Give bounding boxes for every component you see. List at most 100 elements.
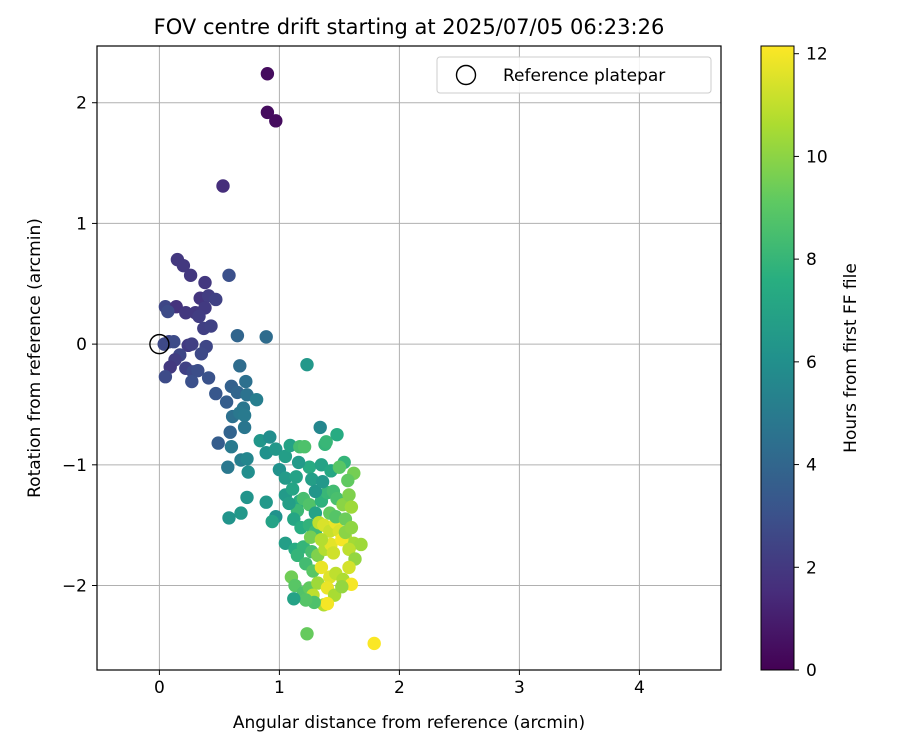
data-point bbox=[354, 537, 368, 552]
data-point bbox=[224, 440, 239, 454]
data-point bbox=[342, 488, 356, 502]
data-point bbox=[300, 627, 314, 641]
data-point bbox=[201, 371, 216, 385]
data-point bbox=[183, 268, 198, 283]
plot-frame bbox=[96, 45, 722, 671]
colorbar-tick-label: 12 bbox=[806, 45, 828, 65]
data-point bbox=[230, 328, 245, 343]
colorbar-tick-label: 6 bbox=[806, 353, 817, 373]
x-axis-ticks: 0 1 2 3 4 bbox=[154, 670, 645, 698]
data-point bbox=[222, 268, 236, 283]
data-point bbox=[194, 347, 209, 361]
colorbar-tick-label: 2 bbox=[806, 558, 817, 578]
legend-label: Reference platepar bbox=[503, 66, 665, 86]
data-point bbox=[289, 470, 303, 484]
data-point bbox=[326, 546, 341, 560]
legend-box bbox=[436, 56, 712, 94]
colorbar: 0 2 4 6 8 10 12 Hours from first FF file bbox=[760, 45, 861, 681]
data-point bbox=[308, 484, 323, 499]
y-tick-label: 2 bbox=[76, 94, 87, 114]
grid bbox=[97, 46, 721, 670]
data-point bbox=[249, 392, 264, 407]
data-point bbox=[198, 275, 212, 290]
y-tick-label: 1 bbox=[76, 214, 87, 234]
data-point bbox=[237, 420, 252, 435]
data-point bbox=[335, 580, 349, 594]
data-point bbox=[299, 593, 313, 607]
data-point bbox=[259, 495, 273, 509]
data-point bbox=[342, 542, 356, 557]
data-point bbox=[300, 357, 314, 372]
data-point bbox=[344, 500, 359, 514]
y-tick-label: 0 bbox=[76, 335, 87, 355]
reference-point-icon bbox=[149, 333, 170, 355]
data-points bbox=[157, 67, 381, 651]
data-point bbox=[330, 427, 344, 442]
data-point bbox=[222, 511, 236, 525]
data-point bbox=[314, 560, 329, 575]
data-point bbox=[179, 306, 193, 320]
data-point bbox=[223, 425, 237, 439]
data-point bbox=[278, 449, 293, 464]
data-point bbox=[209, 292, 223, 307]
colorbar-gradient bbox=[760, 45, 795, 671]
data-point bbox=[297, 440, 312, 454]
data-point bbox=[332, 460, 347, 474]
data-point bbox=[259, 330, 273, 344]
legend: Reference platepar bbox=[436, 56, 712, 94]
data-point bbox=[209, 386, 223, 401]
y-tick-label: −2 bbox=[62, 577, 87, 597]
reference-marker bbox=[149, 333, 170, 355]
data-point bbox=[185, 337, 199, 351]
data-point bbox=[269, 442, 283, 456]
data-point bbox=[157, 337, 171, 351]
data-point bbox=[176, 258, 191, 273]
data-point bbox=[314, 532, 329, 547]
data-point bbox=[239, 374, 253, 389]
y-axis-ticks: −2 −1 0 1 2 bbox=[62, 94, 97, 597]
data-point bbox=[285, 482, 300, 496]
data-point bbox=[341, 473, 355, 488]
y-axis-label: Rotation from reference (arcmin) bbox=[25, 218, 45, 498]
data-point bbox=[313, 420, 327, 435]
colorbar-tick-label: 8 bbox=[806, 250, 817, 270]
colorbar-tick-label: 4 bbox=[806, 456, 817, 476]
data-point bbox=[191, 363, 205, 378]
data-point bbox=[287, 592, 301, 606]
data-point bbox=[158, 370, 173, 384]
data-point bbox=[265, 514, 279, 529]
data-point bbox=[237, 408, 252, 423]
x-tick-label: 0 bbox=[154, 678, 165, 698]
colorbar-tick-label: 10 bbox=[806, 147, 828, 167]
data-point bbox=[161, 304, 175, 319]
data-point bbox=[342, 560, 356, 575]
data-point bbox=[221, 460, 235, 474]
data-point bbox=[314, 458, 329, 472]
data-point bbox=[305, 472, 319, 486]
colorbar-ticks: 0 2 4 6 8 10 12 bbox=[794, 45, 828, 681]
data-point bbox=[240, 490, 254, 505]
data-point bbox=[303, 530, 318, 544]
legend-marker-icon bbox=[455, 64, 477, 86]
data-point bbox=[260, 67, 275, 81]
x-tick-label: 2 bbox=[394, 678, 405, 698]
data-point bbox=[216, 179, 230, 193]
data-point bbox=[185, 374, 199, 389]
x-tick-label: 4 bbox=[634, 678, 645, 698]
data-point bbox=[278, 536, 293, 550]
data-point bbox=[282, 496, 296, 511]
x-axis-label: Angular distance from reference (arcmin) bbox=[233, 713, 585, 733]
data-point bbox=[240, 452, 254, 466]
data-point bbox=[367, 636, 381, 651]
data-point bbox=[319, 435, 333, 449]
data-point bbox=[241, 465, 255, 479]
data-point bbox=[211, 436, 225, 450]
data-point bbox=[260, 105, 275, 120]
data-point bbox=[219, 395, 234, 409]
data-point bbox=[263, 430, 277, 444]
data-point bbox=[291, 455, 306, 470]
data-point bbox=[233, 359, 247, 373]
data-point bbox=[204, 319, 218, 333]
data-point bbox=[344, 520, 359, 535]
